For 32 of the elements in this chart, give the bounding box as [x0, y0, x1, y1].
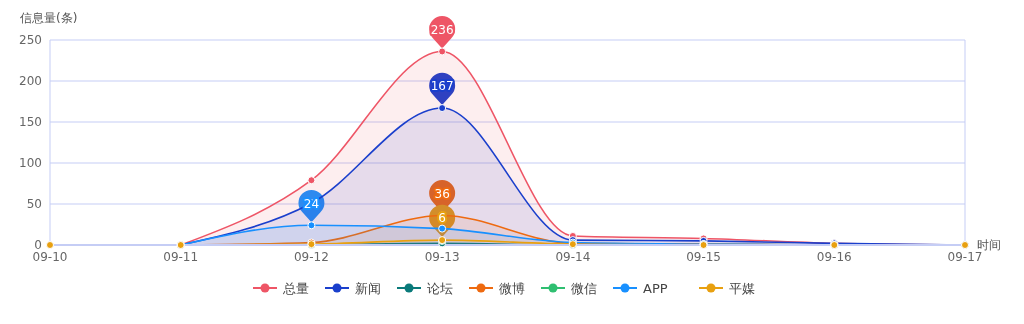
point — [438, 47, 447, 56]
legend-label: 新闻 — [355, 280, 381, 296]
y-tick-label: 0 — [34, 238, 42, 253]
legend-label: 微信 — [571, 280, 597, 296]
point — [438, 224, 447, 233]
x-tick-label: 09-14 — [555, 250, 591, 264]
legend-label: 论坛 — [427, 280, 453, 296]
data-label: 236 — [430, 22, 454, 37]
legend-label: APP — [643, 280, 668, 296]
y-tick-label: 250 — [19, 33, 42, 48]
x-tick-label: 09-13 — [424, 250, 460, 264]
point — [46, 241, 54, 249]
data-label: 167 — [430, 79, 454, 94]
y-tick-label: 50 — [26, 197, 42, 212]
y-tick-label: 200 — [19, 74, 42, 89]
legend-label: 微博 — [499, 280, 525, 296]
legend-label: 总量 — [282, 280, 309, 296]
x-tick-label: 09-12 — [293, 250, 329, 264]
x-tick-label: 09-11 — [163, 250, 199, 264]
legend-label: 平媒 — [729, 280, 755, 296]
y-tick-label: 100 — [19, 156, 42, 171]
y-axis-title: 信息量(条) — [20, 11, 78, 25]
point — [307, 176, 316, 185]
x-tick-label: 09-10 — [32, 250, 68, 264]
x-axis-title: 时间 — [977, 238, 1001, 253]
data-label: 36 — [434, 186, 450, 201]
x-tick-label: 09-16 — [816, 250, 852, 264]
y-tick-label: 150 — [19, 115, 42, 130]
x-tick-label: 09-15 — [686, 250, 722, 264]
point — [307, 221, 316, 230]
x-tick-label: 09-17 — [947, 250, 983, 264]
point — [438, 104, 447, 113]
